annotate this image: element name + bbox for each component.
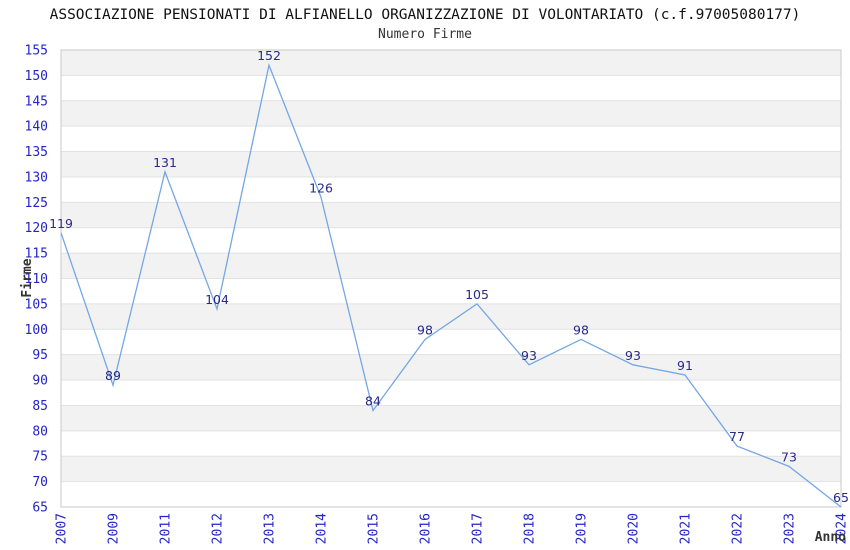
y-tick-label: 80 — [32, 424, 48, 439]
data-label: 126 — [309, 180, 333, 195]
y-tick-label: 85 — [32, 399, 48, 414]
data-label: 98 — [417, 322, 433, 337]
data-label: 105 — [465, 287, 489, 302]
y-axis-tick-labels: 65 70 75 80 85 90 95 100 105 110 115 120 125 130 135 14… — [25, 44, 48, 516]
x-tick-label: 2019 — [575, 513, 590, 544]
y-tick-label: 150 — [25, 69, 48, 84]
x-axis-tick-labels: 2007 2009 2011 2012 2013 2014 2015 2016 2017 2018… — [55, 513, 850, 544]
y-tick-label: 65 — [32, 501, 48, 516]
data-label: 152 — [257, 48, 281, 63]
x-tick-label: 2014 — [315, 513, 330, 544]
y-tick-label: 115 — [25, 247, 48, 262]
x-tick-label: 2011 — [159, 513, 174, 544]
y-tick-label: 105 — [25, 297, 48, 312]
data-label: 89 — [105, 368, 121, 383]
data-label: 77 — [729, 429, 745, 444]
y-tick-label: 70 — [32, 475, 48, 490]
data-label: 104 — [205, 292, 229, 307]
y-tick-label: 130 — [25, 170, 48, 185]
x-tick-label: 2023 — [783, 513, 798, 544]
plot-bands — [61, 50, 841, 482]
x-tick-label: 2018 — [523, 513, 538, 544]
y-tick-label: 140 — [25, 120, 48, 135]
plot-band — [61, 202, 841, 228]
plot-band — [61, 50, 841, 76]
x-tick-label: 2015 — [367, 513, 382, 544]
data-label: 98 — [573, 322, 589, 337]
x-tick-label: 2012 — [211, 513, 226, 544]
x-tick-label: 2009 — [107, 513, 122, 544]
data-label: 131 — [153, 155, 177, 170]
x-tick-label: 2020 — [627, 513, 642, 544]
x-tick-label: 2017 — [471, 513, 486, 544]
chart-subtitle: Numero Firme — [378, 27, 472, 42]
x-tick-label: 2016 — [419, 513, 434, 544]
y-tick-label: 145 — [25, 94, 48, 109]
series-data-labels: 119 89 131 104 152 126 84 98 105 93 98 93 91 77 73 65 — [49, 48, 849, 505]
y-tick-label: 95 — [32, 348, 48, 363]
data-label: 91 — [677, 358, 693, 373]
y-tick-label: 125 — [25, 196, 48, 211]
data-label: 73 — [781, 449, 797, 464]
y-tick-label: 75 — [32, 450, 48, 465]
x-tick-label: 2022 — [731, 513, 746, 544]
x-axis-title: Anno — [815, 530, 846, 545]
plot-band — [61, 354, 841, 381]
y-tick-label: 155 — [25, 44, 48, 59]
data-label: 65 — [833, 490, 849, 505]
x-tick-label: 2007 — [55, 513, 70, 544]
plot-band — [61, 303, 841, 330]
x-tick-label: 2021 — [679, 513, 694, 544]
y-tick-label: 120 — [25, 221, 48, 236]
plot-band — [61, 405, 841, 431]
data-label: 93 — [625, 348, 641, 363]
y-tick-label: 110 — [25, 272, 48, 287]
plot-band — [61, 151, 841, 177]
plot-band — [61, 253, 841, 279]
x-tick-label: 2013 — [263, 513, 278, 544]
data-label: 119 — [49, 216, 73, 231]
y-tick-label: 100 — [25, 323, 48, 338]
plot-band — [61, 100, 841, 127]
data-label: 93 — [521, 348, 537, 363]
y-axis-title: Firme — [20, 258, 35, 297]
y-tick-label: 135 — [25, 145, 48, 160]
plot-border — [60, 49, 842, 508]
chart-title: ASSOCIAZIONE PENSIONATI DI ALFIANELLO OR… — [50, 7, 801, 23]
data-label: 84 — [365, 394, 381, 409]
plot-band — [61, 456, 841, 482]
series-line-numero-firme — [60, 62, 842, 508]
y-tick-label: 90 — [32, 374, 48, 389]
x-tick-label: 2024 — [835, 513, 850, 544]
